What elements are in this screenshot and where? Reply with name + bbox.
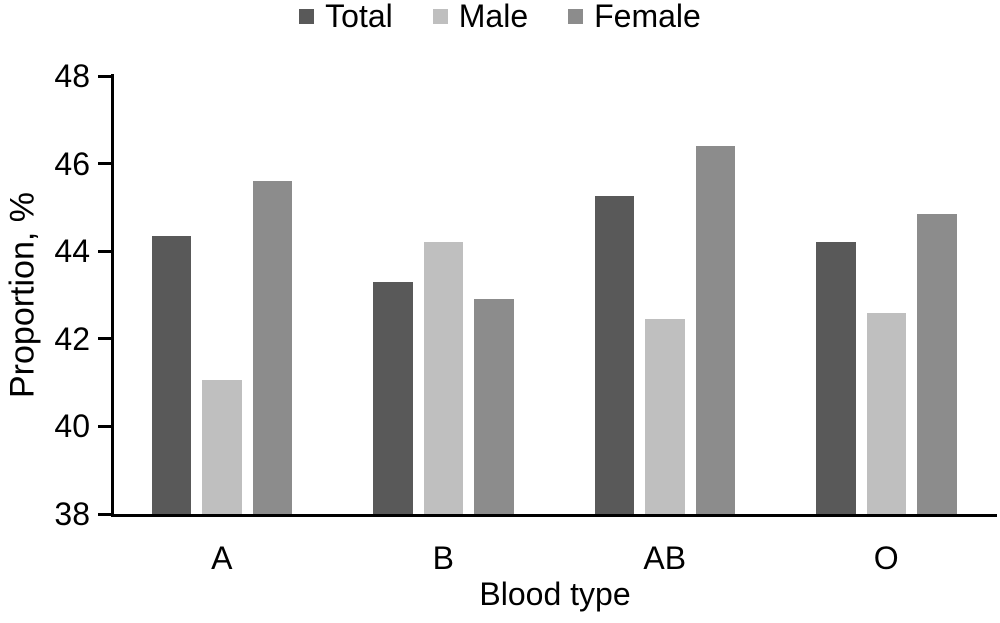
bar-female-b [474, 299, 514, 514]
bar-total-ab [594, 196, 634, 514]
bar-female-ab [695, 146, 735, 514]
y-axis-tick [98, 162, 111, 166]
bar-total-a [151, 235, 191, 514]
legend-label-male: Male [458, 0, 529, 34]
bar-total-o [816, 242, 856, 514]
x-category-label: AB [643, 540, 687, 576]
x-axis-title: Blood type [479, 576, 631, 612]
legend-label-total: Total [325, 0, 393, 34]
legend-label-female: Female [594, 0, 701, 34]
bar-total-b [373, 281, 413, 514]
y-tick-label: 40 [54, 408, 90, 445]
y-axis-tick [98, 424, 111, 428]
y-tick-label: 42 [54, 320, 90, 357]
y-tick-label: 38 [54, 496, 90, 532]
y-axis-tick [98, 249, 111, 253]
male-series-swatch-icon [432, 8, 448, 24]
x-axis-line [111, 514, 997, 517]
bar-male-a [202, 380, 242, 514]
legend-item-male: Male [432, 0, 529, 34]
bar-female-o [917, 213, 957, 514]
bar-female-a [252, 181, 292, 514]
y-axis-tick [98, 337, 111, 341]
legend: Total Male Female [0, 0, 1000, 32]
y-axis-line [111, 74, 114, 517]
y-tick-label: 44 [54, 233, 90, 270]
x-category-label: O [873, 540, 899, 576]
y-axis-tick [98, 512, 111, 516]
female-series-swatch-icon [568, 8, 584, 24]
x-category-label: B [432, 540, 454, 576]
bar-male-ab [645, 319, 685, 514]
y-tick-label: 48 [54, 58, 90, 94]
y-axis-title: Proportion, % [3, 192, 42, 398]
legend-item-total: Total [299, 0, 393, 32]
total-series-swatch-icon [299, 8, 315, 24]
x-category-label: A [211, 540, 233, 576]
bar-male-b [423, 242, 463, 514]
y-tick-label: 46 [54, 145, 90, 182]
bar-male-o [866, 312, 906, 514]
y-axis-tick [98, 74, 111, 78]
legend-item-female: Female [568, 0, 701, 32]
